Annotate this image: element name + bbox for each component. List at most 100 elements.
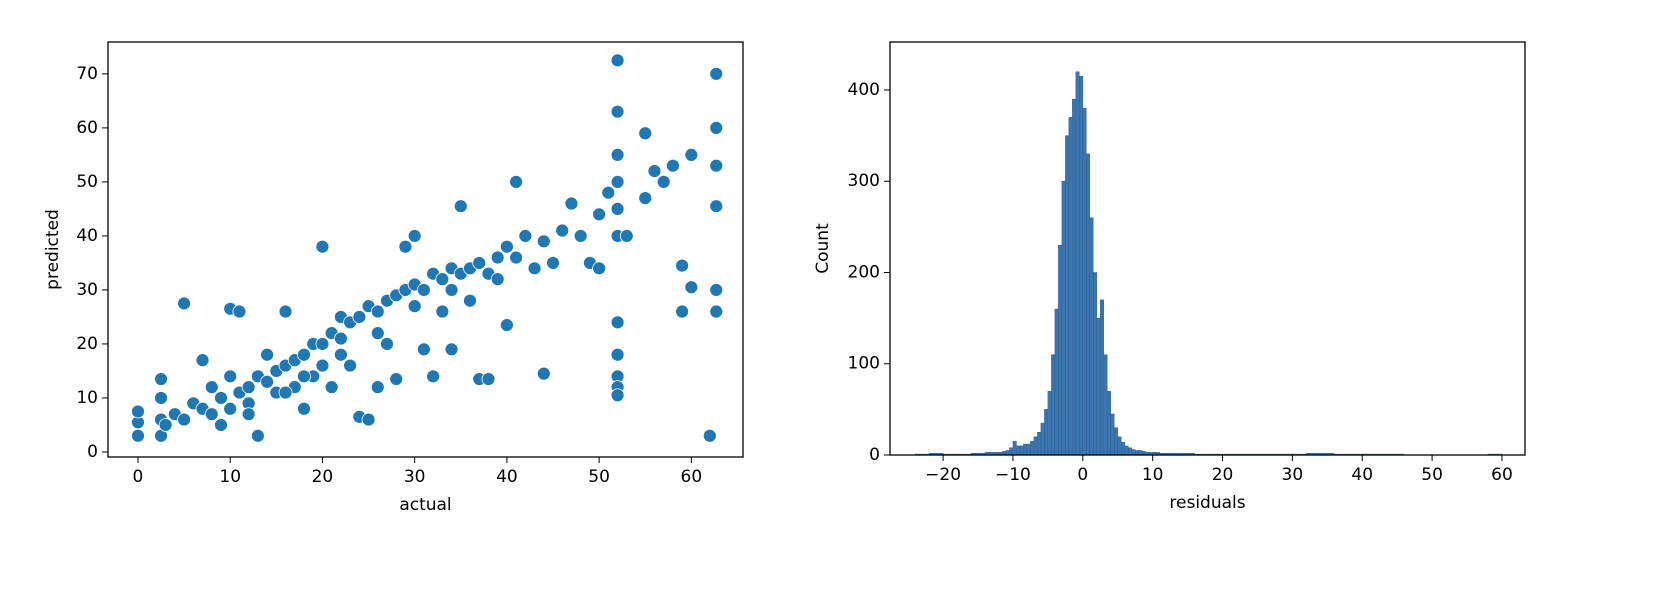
point xyxy=(610,147,625,162)
bar xyxy=(1058,244,1063,456)
point xyxy=(610,104,625,119)
y-axis-label: predicted xyxy=(43,209,63,290)
point xyxy=(370,304,385,319)
point xyxy=(177,296,191,311)
bar xyxy=(1023,443,1028,456)
bar xyxy=(1117,436,1122,456)
y-tick-label: 0 xyxy=(869,445,880,465)
x-axis-label: actual xyxy=(399,495,451,515)
x-tick-label: 10 xyxy=(219,467,241,487)
bar xyxy=(1019,445,1024,456)
y-tick-label: 20 xyxy=(76,334,98,354)
point xyxy=(223,369,238,384)
point xyxy=(647,164,662,178)
point xyxy=(131,404,145,419)
point xyxy=(444,342,459,357)
bar xyxy=(1075,71,1080,456)
point xyxy=(638,126,653,141)
point xyxy=(675,258,690,273)
point xyxy=(709,158,724,173)
point xyxy=(709,66,724,81)
point xyxy=(666,158,680,173)
bar xyxy=(1040,422,1045,456)
point xyxy=(709,283,724,297)
point xyxy=(509,174,524,189)
axes-frame xyxy=(107,41,744,458)
point xyxy=(444,283,459,297)
point xyxy=(463,293,477,308)
bar xyxy=(1012,441,1017,456)
x-tick-label: 30 xyxy=(1282,465,1304,485)
point xyxy=(380,337,394,351)
point xyxy=(546,256,560,270)
point xyxy=(407,229,422,243)
bar xyxy=(1026,443,1031,456)
point xyxy=(241,407,256,422)
bar xyxy=(1121,442,1125,456)
bar xyxy=(1131,449,1136,456)
point xyxy=(333,347,348,362)
x-tick-label: 0 xyxy=(133,467,144,487)
bar xyxy=(1114,427,1118,456)
x-tick-label: 0 xyxy=(1077,465,1088,485)
point xyxy=(555,223,570,238)
point xyxy=(131,428,145,443)
y-tick-label: 400 xyxy=(848,80,880,100)
bar xyxy=(1138,450,1143,456)
point xyxy=(223,401,238,416)
bar xyxy=(1134,450,1139,456)
point xyxy=(204,380,219,395)
bar xyxy=(1103,354,1108,456)
point xyxy=(389,372,404,386)
point xyxy=(260,374,274,389)
point xyxy=(435,304,450,319)
y-tick-label: 100 xyxy=(848,354,880,374)
bar xyxy=(1054,308,1059,456)
x-tick-label: 40 xyxy=(1351,465,1373,485)
x-tick-label: 40 xyxy=(496,467,518,487)
point xyxy=(610,174,625,189)
point xyxy=(592,261,607,276)
point xyxy=(407,299,422,314)
y-tick-label: 0 xyxy=(87,442,98,462)
point xyxy=(709,199,724,214)
point xyxy=(241,380,256,395)
point xyxy=(154,372,168,386)
point xyxy=(361,412,376,427)
x-tick-label: 10 xyxy=(1142,465,1164,485)
point xyxy=(536,366,551,381)
x-tick-label: 20 xyxy=(312,467,334,487)
point xyxy=(315,358,330,373)
y-tick-label: 50 xyxy=(76,172,98,192)
x-tick-label: 20 xyxy=(1212,465,1234,485)
x-axis-label: residuals xyxy=(1169,493,1245,513)
point xyxy=(610,388,625,403)
point xyxy=(453,199,468,214)
point xyxy=(490,272,505,287)
point xyxy=(416,283,431,297)
point xyxy=(260,347,274,362)
bar xyxy=(1089,217,1094,456)
point xyxy=(352,310,367,324)
point xyxy=(481,372,496,386)
x-tick-label: 60 xyxy=(1491,465,1513,485)
y-tick-label: 70 xyxy=(76,64,98,84)
point xyxy=(324,380,339,395)
point xyxy=(702,428,717,443)
x-tick-label: −10 xyxy=(995,465,1031,485)
point xyxy=(709,120,724,135)
point xyxy=(232,304,247,319)
y-axis-label: Count xyxy=(813,223,833,274)
y-tick-label: 40 xyxy=(76,226,98,246)
x-tick-label: 30 xyxy=(404,467,426,487)
bar xyxy=(1110,413,1115,456)
bar xyxy=(1009,447,1014,456)
point xyxy=(499,318,514,332)
bar xyxy=(1044,409,1049,456)
bar xyxy=(1082,108,1087,456)
point xyxy=(214,391,228,405)
point xyxy=(509,250,524,265)
point xyxy=(416,342,431,357)
x-tick-label: 50 xyxy=(1421,465,1443,485)
bar xyxy=(1065,135,1070,456)
